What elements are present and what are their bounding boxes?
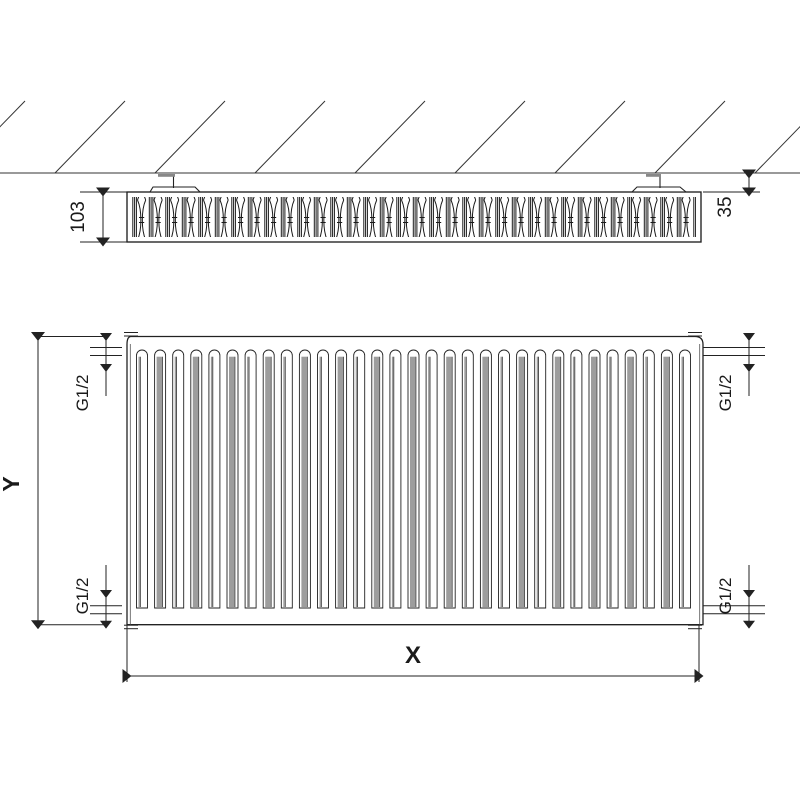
svg-text:Y: Y: [0, 476, 24, 491]
svg-text:G1/2: G1/2: [716, 375, 735, 412]
svg-text:103: 103: [68, 201, 89, 233]
svg-text:35: 35: [715, 196, 736, 217]
svg-text:G1/2: G1/2: [73, 375, 92, 412]
svg-text:G1/2: G1/2: [73, 578, 92, 615]
svg-text:X: X: [405, 642, 421, 669]
svg-text:G1/2: G1/2: [716, 578, 735, 615]
